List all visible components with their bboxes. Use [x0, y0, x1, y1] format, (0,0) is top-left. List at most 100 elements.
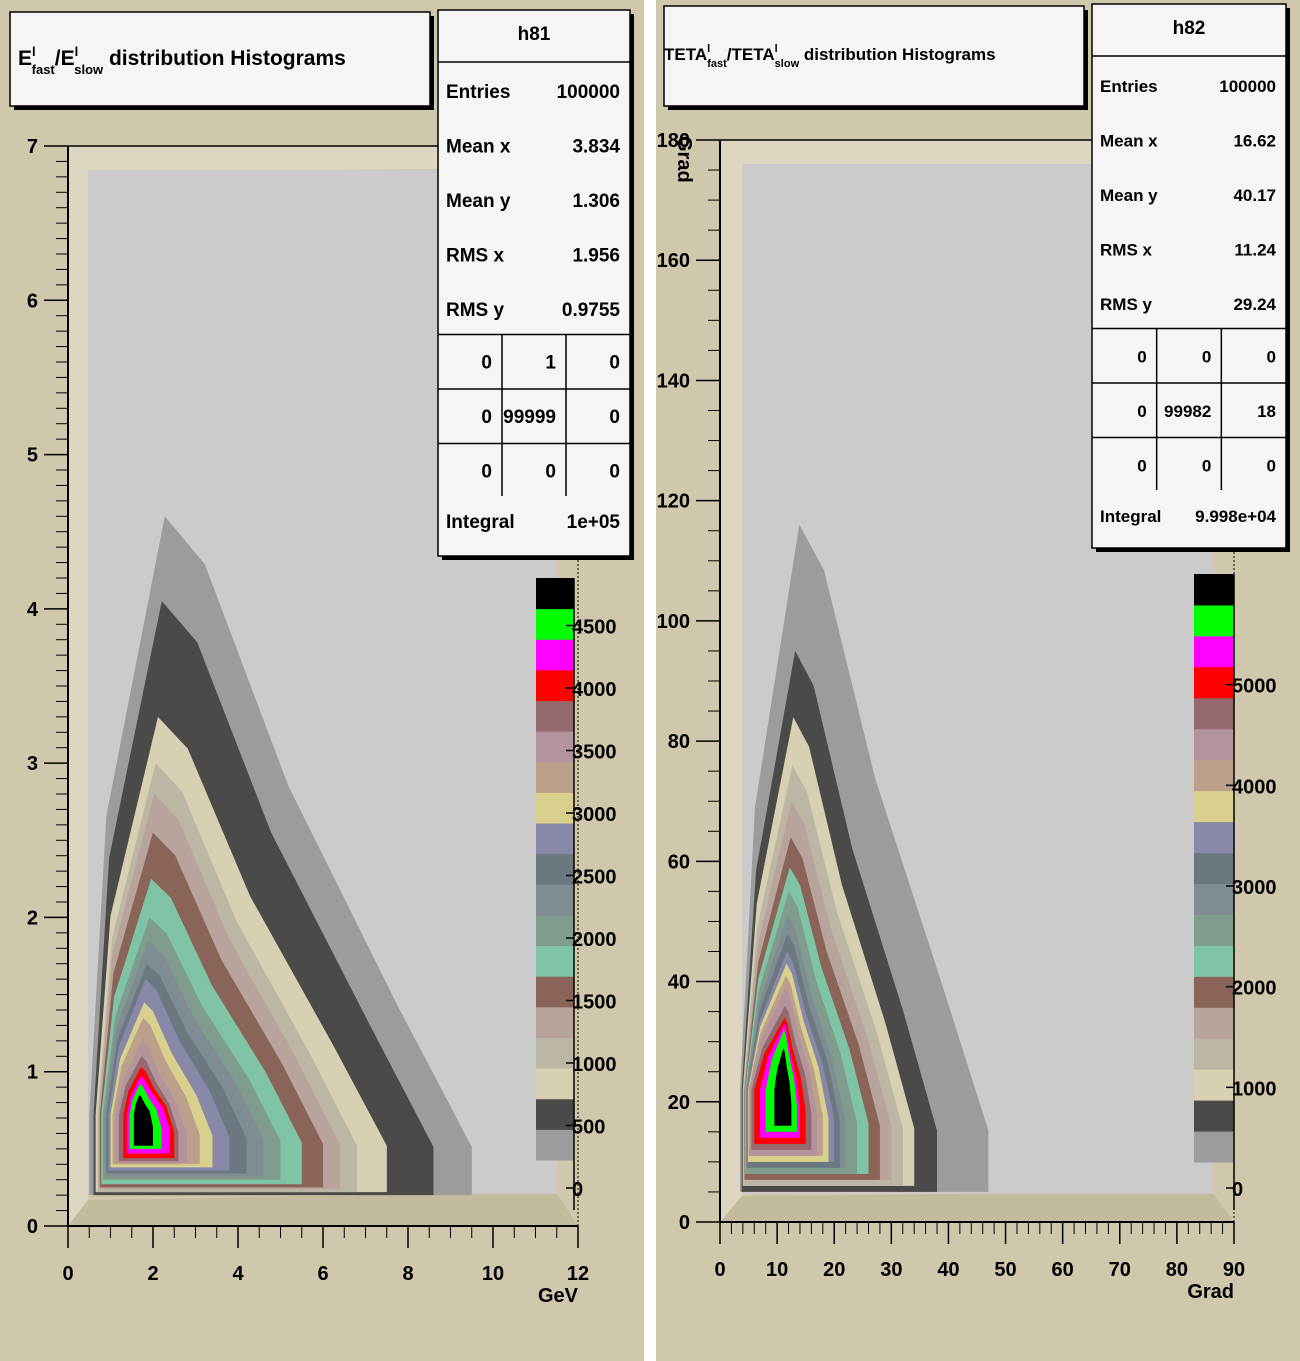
palette-label: 500 [572, 1117, 605, 1139]
title-h81: El fast/El slow distribution Histograms [18, 44, 346, 77]
y-tick-label: 3 [27, 753, 38, 775]
y-tick-label: 180 [657, 130, 690, 152]
y-tick-label: 20 [668, 1092, 690, 1114]
palette-cell [536, 884, 574, 916]
palette-cell [1194, 1131, 1234, 1163]
stats-name: h82 [1173, 18, 1206, 39]
y-tick-label: 2 [27, 907, 38, 929]
palette-label: 0 [572, 1179, 583, 1201]
stats-grid-cell: 18 [1257, 402, 1276, 421]
stats-value: 100000 [1219, 77, 1276, 96]
y-tick-label: 5 [27, 445, 38, 467]
palette-label: 4500 [572, 617, 617, 639]
y-tick-label: 4 [27, 599, 39, 621]
y-tick-label: 1 [27, 1062, 38, 1084]
y-tick-label: 7 [27, 136, 38, 158]
stats-key: Entries [446, 82, 510, 103]
palette-label: 3000 [572, 804, 617, 826]
y-tick-label: 40 [668, 972, 690, 994]
stats-key: Mean y [446, 191, 511, 212]
stats-value: 40.17 [1233, 186, 1276, 205]
stats-key: Integral [446, 512, 515, 533]
x-tick-label: 10 [766, 1259, 788, 1281]
palette-cell [536, 1129, 574, 1161]
stats-key: Entries [1100, 77, 1158, 96]
palette-label: 2000 [572, 929, 617, 951]
palette-cell [1194, 790, 1234, 823]
title-box-h81: El fast/El slow distribution Histograms [9, 11, 434, 110]
axes-h82: 0 10 20 30 40 50 60 70 80 90Grad02040608010012014… [657, 130, 1246, 1303]
palette-cell [536, 608, 574, 640]
stats-name: h81 [518, 24, 551, 45]
contour-level-19 [774, 1047, 792, 1126]
stats-key: RMS x [1100, 241, 1153, 260]
palette-cell [1194, 697, 1234, 730]
stats-value: 29.24 [1233, 295, 1276, 314]
palette-cell [1194, 635, 1234, 668]
title-h82: TETAl fast/TETAl slow distribution Histogr… [664, 43, 996, 70]
palette-cell [536, 914, 574, 947]
stats-key: Integral [1100, 507, 1161, 526]
palette-cell [536, 823, 574, 855]
palette-h82: 0 1000 2000 3000 4000 5000 [1194, 574, 1277, 1210]
y-tick-label: 160 [657, 250, 690, 272]
stats-value: 9.998e+04 [1195, 507, 1276, 526]
stats-grid-cell: 0 [1202, 457, 1211, 476]
x-axis-title: Grad [1187, 1281, 1234, 1303]
palette-cell [1194, 883, 1234, 915]
x-tick-label: 50 [994, 1259, 1016, 1281]
palette-label: 5000 [1232, 676, 1277, 698]
palette-h81: 0 500 1000 1500 2000 2500 3000 3500 4000 4500 [536, 578, 617, 1210]
x-tick-label: 4 [232, 1263, 244, 1285]
palette-label: 1000 [1232, 1078, 1277, 1100]
y-tick-label: 100 [657, 611, 690, 633]
palette-cell [1194, 604, 1234, 637]
stats-grid-cell: 0 [1202, 348, 1211, 367]
stats-grid-cell: 0 [1137, 402, 1146, 421]
frame-right [720, 140, 742, 1222]
stats-key: RMS y [1100, 295, 1153, 314]
stats-value: 100000 [557, 82, 620, 103]
stats-value: 1e+05 [567, 512, 621, 533]
stats-key: Mean x [446, 137, 511, 158]
stats-key: Mean y [1100, 186, 1158, 205]
palette-cell [1194, 574, 1234, 606]
x-tick-label: 70 [1109, 1259, 1131, 1281]
stats-key: RMS y [446, 300, 505, 321]
palette-cell [1194, 1100, 1234, 1132]
x-tick-label: 20 [823, 1259, 845, 1281]
contour-level-19 [133, 1094, 153, 1146]
stats-grid-cell: 99982 [1164, 402, 1211, 421]
palette-cell [536, 731, 574, 763]
palette-cell [1194, 914, 1234, 946]
palette-cell [536, 669, 574, 702]
stats-grid-cell: 0 [1137, 457, 1146, 476]
palette-label: 2500 [572, 867, 617, 889]
palette-label: 2000 [1232, 978, 1277, 1000]
palette-cell [536, 945, 574, 977]
palette-cell [1194, 976, 1234, 1008]
palette-label: 3000 [1232, 877, 1277, 899]
y-tick-label: 80 [668, 731, 690, 753]
palette-cell [536, 976, 574, 1008]
palette-cell [536, 761, 574, 793]
contours-h82 [740, 524, 989, 1192]
x-tick-label: 12 [567, 1263, 589, 1285]
stats-grid-cell: 1 [545, 353, 556, 374]
palette-cell [536, 792, 574, 824]
x-tick-label: 90 [1223, 1259, 1245, 1281]
stats-key: Mean x [1100, 132, 1158, 151]
stats-grid-cell: 0 [1137, 348, 1146, 367]
palette-cell [1194, 852, 1234, 884]
x-tick-label: 30 [880, 1259, 902, 1281]
x-tick-label: 40 [937, 1259, 959, 1281]
palette-cell [536, 700, 574, 732]
stats-value: 1.306 [572, 191, 620, 212]
palette-cell [1194, 1007, 1234, 1039]
palette-cell [536, 578, 574, 610]
stats-value: 1.956 [572, 246, 620, 267]
palette-cell [1194, 666, 1234, 699]
